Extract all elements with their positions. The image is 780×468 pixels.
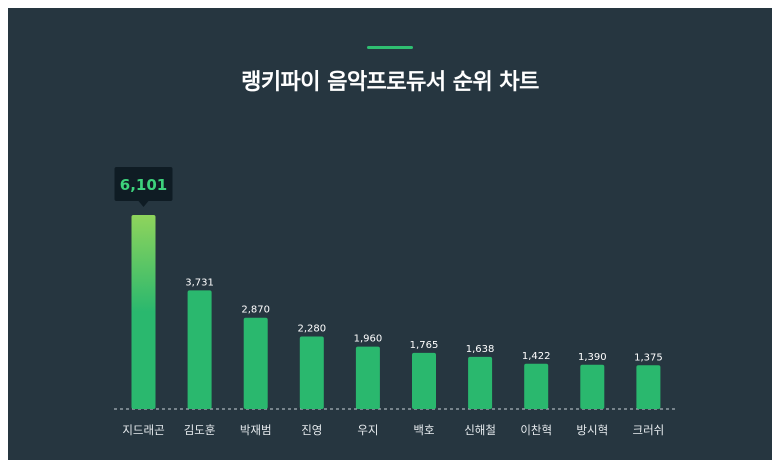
value-label-6: 1,765 <box>410 340 439 351</box>
chart-title: 랭키파이 음악프로듀서 순위 차트 <box>241 70 539 95</box>
bar-1[interactable] <box>131 215 156 409</box>
category-label-2: 김도훈 <box>184 423 216 437</box>
chart-card: 랭키파이 음악프로듀서 순위 차트 지드래곤 6,101 김도훈 3,731 박재범 2,… <box>8 8 772 460</box>
value-label-8: 1,422 <box>522 351 551 362</box>
category-label-4: 진영 <box>301 423 322 437</box>
title-accent-line <box>367 46 413 49</box>
tooltip-arrow <box>138 201 149 207</box>
bar-5[interactable] <box>355 346 380 409</box>
bar-2[interactable] <box>187 290 212 409</box>
value-label-1: 6,101 <box>120 176 167 194</box>
category-label-1: 지드래곤 <box>122 423 164 437</box>
value-label-5: 1,960 <box>354 334 383 345</box>
category-label-9: 방시혁 <box>576 423 608 437</box>
value-label-2: 3,731 <box>185 277 214 288</box>
value-label-10: 1,375 <box>634 352 663 363</box>
bar-chart: 지드래곤 6,101 김도훈 3,731 박재범 2,870 진영 2,280 우지 1,960 백… <box>114 167 676 437</box>
bar-3[interactable] <box>243 317 268 409</box>
category-label-3: 박재범 <box>240 423 272 437</box>
bar-4[interactable] <box>299 336 324 409</box>
bar-6[interactable] <box>412 352 436 409</box>
value-label-9: 1,390 <box>578 352 607 363</box>
bar-10[interactable] <box>636 365 661 409</box>
tooltip-box <box>114 167 173 201</box>
category-label-10: 크러쉬 <box>633 423 665 437</box>
value-label-7: 1,638 <box>466 344 495 355</box>
bar-7[interactable] <box>468 356 493 409</box>
category-label-7: 신해철 <box>464 423 496 437</box>
category-label-6: 백호 <box>413 423 434 437</box>
value-label-3: 2,870 <box>241 305 270 316</box>
bar-9[interactable] <box>580 364 605 409</box>
bar-8[interactable] <box>524 363 549 409</box>
category-label-5: 우지 <box>357 423 378 437</box>
category-label-8: 이찬혁 <box>520 423 552 437</box>
value-label-4: 2,280 <box>297 324 326 335</box>
